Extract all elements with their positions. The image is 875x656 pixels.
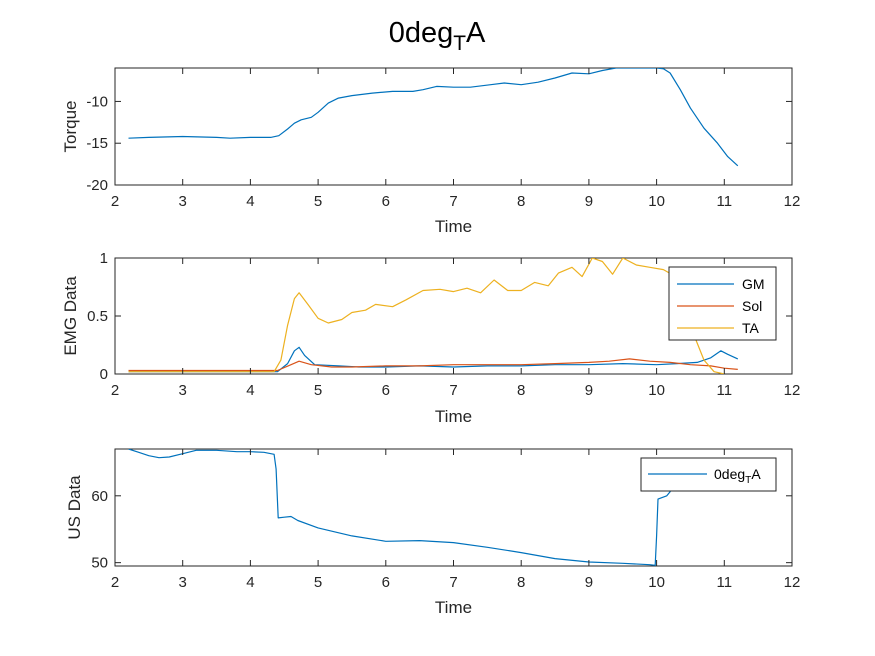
x-tick-label: 4 (246, 193, 254, 210)
x-axis-label: Time (435, 598, 472, 617)
us-subplot: 2 3 4 5 6 7 8 9 10 11 12 50 60 Time US Data 0degTA (65, 448, 801, 617)
torque-subplot: 2 3 4 5 6 7 8 9 10 11 12 -20 -15 -10 Time Torque (61, 67, 801, 236)
y-tick-label: 50 (91, 555, 108, 572)
y-tick-label: -15 (86, 135, 108, 152)
x-tick-label: 8 (517, 382, 525, 399)
x-tick-label: 12 (784, 382, 801, 399)
x-tick-label: 11 (717, 193, 733, 210)
legend-text-main: 0deg (714, 466, 745, 482)
y-tick-label: 1 (100, 250, 108, 267)
x-ticks: 2 3 4 5 6 7 8 9 10 11 12 (111, 258, 801, 399)
x-tick-label: 9 (585, 574, 593, 591)
x-tick-label: 6 (382, 382, 390, 399)
x-tick-label: 2 (111, 574, 119, 591)
series-layer (128, 449, 673, 566)
legend-label-gm: GM (742, 276, 765, 292)
x-axis-label: Time (435, 217, 472, 236)
y-axis-label: US Data (65, 475, 84, 540)
x-tick-label: 5 (314, 382, 322, 399)
series-line-gm (128, 346, 739, 373)
figure-title: 0degTA (389, 17, 486, 55)
x-tick-label: 10 (648, 193, 665, 210)
x-tick-label: 5 (314, 193, 322, 210)
x-ticks: 2 3 4 5 6 7 8 9 10 11 12 (111, 68, 801, 210)
y-axis-label: EMG Data (61, 276, 80, 356)
series-line-torque-0 (128, 68, 739, 167)
x-tick-label: 3 (179, 193, 187, 210)
x-tick-label: 8 (517, 193, 525, 210)
x-tick-label: 4 (246, 574, 254, 591)
x-tick-label: 9 (585, 382, 593, 399)
legend-label-ta: TA (742, 320, 760, 336)
x-tick-label: 2 (111, 193, 119, 210)
series-line-sol (128, 358, 738, 372)
title-suffix: A (466, 17, 486, 49)
series-line-0degta (128, 449, 673, 566)
x-tick-label: 10 (648, 382, 665, 399)
x-axis-label: Time (435, 407, 472, 426)
x-tick-label: 7 (449, 574, 457, 591)
legend: GM Sol TA (668, 266, 777, 341)
y-ticks: -20 -15 -10 (86, 93, 792, 194)
legend: 0degTA (640, 457, 777, 492)
x-tick-label: 6 (382, 574, 390, 591)
legend-label-0degta: 0degTA (714, 466, 761, 486)
legend-label-sol: Sol (742, 298, 762, 314)
legend-text-suffix: A (751, 466, 761, 482)
x-tick-label: 7 (449, 382, 457, 399)
x-tick-label: 3 (179, 574, 187, 591)
series-layer (128, 68, 739, 167)
x-tick-label: 4 (246, 382, 254, 399)
y-ticks: 00.51 (87, 250, 792, 383)
title-subscript: T (453, 32, 466, 55)
emg-subplot: 2 3 4 5 6 7 8 9 10 11 12 00.51 Time EMG Data GM So… (61, 250, 800, 426)
x-tick-label: 10 (648, 574, 665, 591)
y-tick-label: 0.5 (87, 308, 108, 325)
x-tick-label: 11 (717, 382, 733, 399)
x-tick-label: 8 (517, 574, 525, 591)
x-ticks: 2 3 4 5 6 7 8 9 10 11 12 (111, 449, 801, 591)
x-tick-label: 9 (585, 193, 593, 210)
y-ticks: 50 60 (91, 488, 792, 572)
y-tick-label: -10 (86, 93, 108, 110)
y-tick-label: 60 (91, 488, 108, 505)
x-tick-label: 11 (717, 574, 733, 591)
plot-area (114, 67, 793, 186)
title-main: 0deg (389, 17, 454, 49)
series-line-ta (128, 258, 725, 374)
x-tick-label: 2 (111, 382, 119, 399)
x-tick-label: 7 (449, 193, 457, 210)
x-tick-label: 6 (382, 193, 390, 210)
y-axis-label: Torque (61, 101, 80, 153)
x-tick-label: 5 (314, 574, 322, 591)
x-tick-label: 3 (179, 382, 187, 399)
x-tick-label: 12 (784, 193, 801, 210)
y-tick-label: 0 (100, 366, 108, 383)
legend-text-subscript: T (745, 475, 751, 486)
series-layer (128, 258, 739, 374)
y-tick-label: -20 (86, 177, 108, 194)
x-tick-label: 12 (784, 574, 801, 591)
